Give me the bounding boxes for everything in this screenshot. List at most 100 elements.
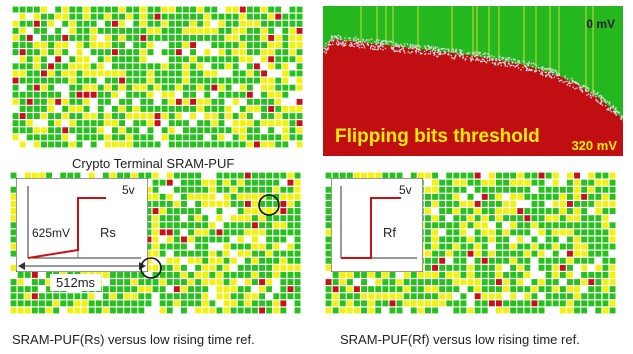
bit-cell: [609, 300, 616, 307]
bit-cell: [119, 98, 125, 105]
bit-cell: [531, 172, 538, 179]
bit-cell: [168, 13, 175, 20]
bit-cell: [581, 250, 588, 257]
bit-cell: [140, 91, 147, 98]
bit-cell: [282, 63, 289, 70]
bit-cell: [446, 172, 453, 179]
bit-cell: [60, 172, 67, 179]
bit-cell: [325, 250, 332, 257]
bit-cell: [181, 222, 187, 229]
bit-cell: [133, 127, 140, 134]
bit-cell: [62, 42, 69, 48]
bit-cell: [595, 179, 602, 186]
bit-cell: [296, 42, 303, 48]
bit-cell: [211, 42, 218, 48]
bit-cell: [246, 70, 253, 77]
bit-cell: [55, 84, 62, 91]
bit-cell: [410, 272, 417, 278]
bit-cell: [12, 113, 19, 119]
bit-cell: [237, 229, 244, 236]
bit-cell: [254, 63, 260, 70]
bit-cell: [266, 222, 273, 229]
bit-cell: [74, 293, 81, 300]
bit-cell: [259, 229, 265, 236]
bit-cell: [453, 222, 460, 229]
bit-cell: [460, 229, 467, 236]
bit-cell: [10, 293, 17, 300]
bit-cell: [273, 215, 280, 222]
bit-cell: [552, 257, 559, 264]
bit-cell: [282, 120, 289, 127]
bit-cell: [204, 106, 211, 112]
bit-cell: [503, 272, 509, 278]
bit-cell: [55, 98, 62, 105]
bit-cell: [181, 243, 187, 250]
bit-cell: [294, 201, 301, 207]
bit-cell: [183, 113, 189, 119]
bit-cell: [432, 215, 438, 222]
bit-cell: [273, 186, 280, 193]
bit-cell: [104, 91, 111, 98]
bit-cell: [133, 27, 140, 34]
bit-cell: [133, 84, 140, 91]
bit-cell: [140, 13, 147, 20]
bit-cell: [261, 120, 267, 127]
bit-cell: [62, 63, 69, 70]
bit-cell: [481, 293, 488, 300]
bit-cell: [211, 141, 218, 148]
bit-cell: [239, 27, 246, 34]
bit-cell: [375, 293, 382, 300]
bit-cell: [287, 201, 294, 207]
bit-cell: [268, 70, 275, 77]
bit-cell: [225, 98, 232, 105]
bit-cell: [140, 77, 147, 84]
bit-cell: [567, 208, 573, 214]
bit-cell: [62, 13, 69, 20]
bit-cell: [552, 250, 559, 257]
bit-cell: [294, 236, 301, 243]
bit-cell: [225, 113, 232, 119]
bit-cell: [446, 201, 453, 207]
bit-cell: [488, 307, 495, 314]
bit-cell: [145, 193, 152, 200]
bit-cell: [181, 186, 187, 193]
bit-cell: [559, 179, 566, 186]
bit-cell: [152, 201, 159, 207]
bit-cell: [517, 264, 524, 271]
bit-cell: [259, 243, 265, 250]
bit-cell: [517, 186, 524, 193]
bit-cell: [325, 186, 332, 193]
bit-cell: [211, 20, 218, 27]
bit-cell: [275, 134, 282, 141]
bit-cell: [33, 98, 40, 105]
bit-cell: [524, 208, 531, 214]
bit-cell: [289, 70, 296, 77]
bit-cell: [26, 134, 33, 141]
bit-cell: [76, 49, 83, 56]
bit-cell: [246, 77, 253, 84]
bit-cell: [154, 84, 161, 91]
bit-cell: [453, 286, 460, 293]
bit-cell: [10, 243, 17, 250]
bit-cell: [339, 307, 346, 314]
bit-cell: [538, 272, 545, 278]
bit-cell: [175, 91, 182, 98]
bit-cell: [474, 286, 481, 293]
bit-cell: [389, 307, 396, 314]
bit-cell: [474, 208, 481, 214]
bit-cell: [166, 250, 173, 257]
bit-cell: [232, 134, 239, 141]
map-red-area: [323, 39, 623, 156]
bit-cell: [531, 286, 538, 293]
bit-cell: [581, 272, 588, 278]
bit-cell: [481, 236, 488, 243]
bit-cell: [10, 300, 17, 307]
bit-cell: [104, 98, 111, 105]
bit-cell: [154, 106, 161, 112]
bit-cell: [140, 127, 147, 134]
bit-cell: [97, 49, 104, 56]
bit-cell: [545, 272, 552, 278]
bit-cell: [246, 84, 253, 91]
bit-cell: [188, 307, 194, 314]
bit-cell: [602, 257, 609, 264]
